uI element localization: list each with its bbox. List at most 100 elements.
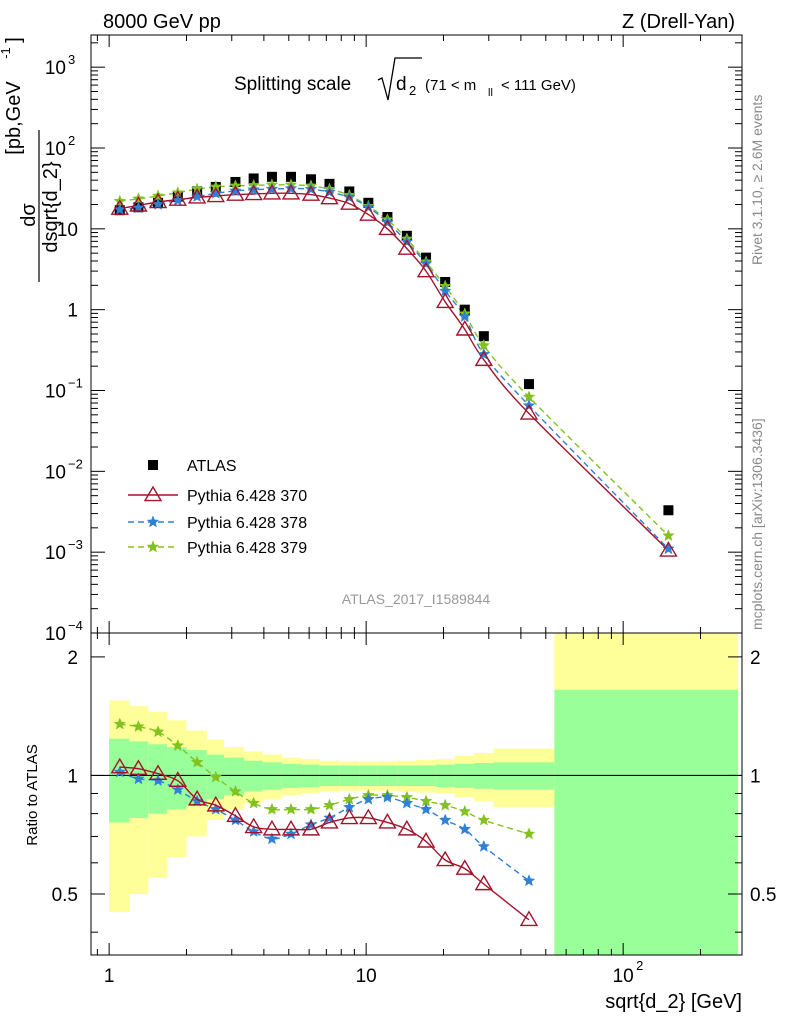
ylabel-units: [pb,GeV [3,81,25,155]
svg-text:Splitting scale: Splitting scale [234,74,351,95]
ratio-series-marker [458,822,472,835]
main-series-marker [662,529,675,542]
main-plot-marks [110,171,678,557]
ratio-band-green [186,750,207,806]
y-tick-label-sup: −4 [68,618,83,633]
main-series-marker [148,192,168,209]
svg-text:dsqrt{d_2}: dsqrt{d_2} [40,161,62,253]
main-series-marker [226,185,245,201]
main-y-label: dσ dsqrt{d_2} [pb,GeV -1 ] [0,37,62,282]
ratio-series-marker [247,824,261,838]
ratio-series-marker [304,802,318,815]
main-series-marker [281,183,301,200]
ratio-series-marker [281,819,301,836]
ratio-series-marker [522,827,536,840]
process-label: Z (Drell-Yan) [622,11,735,33]
legend-marker-atlas [148,460,158,470]
ratio-series-marker [477,839,491,852]
ratio-y-label: Ratio to ATLAS [24,744,41,845]
title-symbol: d [396,74,407,95]
ratio-series-marker [359,808,378,825]
main-series-marker [187,187,207,204]
ratio-series-marker [323,798,336,811]
ratio-series-marker [262,819,282,836]
y-tick-label: 10 [45,543,66,564]
main-series-marker [247,183,261,196]
sqrt-symbol-icon [377,57,422,101]
ratio-y-tick-label-right: 1 [750,766,761,787]
legend-label: ATLAS [187,458,237,475]
ratio-band-green [554,689,739,955]
main-series-marker [206,186,226,203]
ratio-series-marker [113,717,127,730]
legend: ATLAS Pythia 6.428 370 Pythia 6.428 378 Pyt… [128,458,307,557]
ylabel-units-sup: -1 [0,47,13,59]
ratio-series-marker [284,802,298,815]
ylabel-num: dσ [18,203,40,227]
main-series-marker [340,194,359,210]
y-tick-label: 10 [45,382,66,403]
y-tick-label: 10 [45,58,66,79]
analysis-label: ATLAS_2017_I1589844 [342,591,491,607]
rivet-label: Rivet 3.1.10, ≥ 2.6M events [749,95,765,265]
main-series-marker [190,190,204,203]
ratio-series-marker [244,817,263,834]
atlas-data-point [663,505,674,516]
ratio-series-marker [378,813,397,829]
ratio-series-marker [477,813,491,826]
ratio-series-marker [171,783,185,796]
ratio-series-marker [320,813,339,829]
main-series-marker [519,404,539,420]
ylabel-den: dsqrt{d_2} [40,161,62,253]
ratio-series-marker [190,755,204,768]
ratio-series-marker [438,798,452,811]
title-cut-close: < 111 GeV) [501,77,576,94]
main-series-marker [265,182,279,195]
main-series-marker [458,309,472,323]
y-tick-label-sup: −1 [68,376,83,391]
ratio-series-line [119,723,530,835]
main-series-marker [397,239,417,255]
x-axis: 1 10 102 [96,35,702,987]
ratio-plot-marks [110,717,539,927]
x-tick-label: 10 [613,966,634,987]
main-series-marker [129,196,148,212]
y-tick-label: 10 [45,462,66,483]
ratio-series-marker [416,832,436,848]
ratio-series-marker [362,792,375,805]
main-series-marker [474,350,494,367]
main-series-marker [284,181,298,194]
ratio-series-marker [151,725,165,738]
energy-label: 8000 GeV pp [103,11,221,33]
y-tick-label: 1 [67,301,78,322]
ratio-series-marker [110,757,130,774]
plot-title: Splitting scale d 2 (71 < m ll < 111 GeV… [234,57,576,101]
main-series-marker [659,541,678,557]
ratio-series-marker [400,796,414,809]
ratio-series-marker [435,850,455,867]
y-tick-label: 10 [45,624,66,645]
svg-text:< 111 GeV): < 111 GeV) [501,77,576,94]
svg-text:[pb,GeV: [pb,GeV [3,81,25,155]
legend-marker [143,485,163,502]
svg-text:]: ] [3,37,25,43]
atlas-data-point [285,171,296,182]
title-cut-open: (71 < m [425,77,476,94]
ratio-y-tick-label: 2 [67,648,78,669]
ratio-series-marker [381,790,394,803]
legend-label: Pythia 6.428 379 [187,540,307,557]
ratio-series-marker [522,874,536,887]
atlas-data-point [248,173,259,184]
atlas-data-point [478,331,489,342]
ratio-series-marker [438,813,452,826]
main-series-marker [168,190,188,206]
ratio-series-marker [171,739,185,752]
legend-marker [146,515,160,528]
ratio-series-marker [519,910,539,927]
y-tick-label-sup: −3 [68,537,83,552]
svg-text:ll: ll [488,87,493,99]
atlas-data-point [266,171,277,182]
ratio-series-marker [419,802,433,815]
